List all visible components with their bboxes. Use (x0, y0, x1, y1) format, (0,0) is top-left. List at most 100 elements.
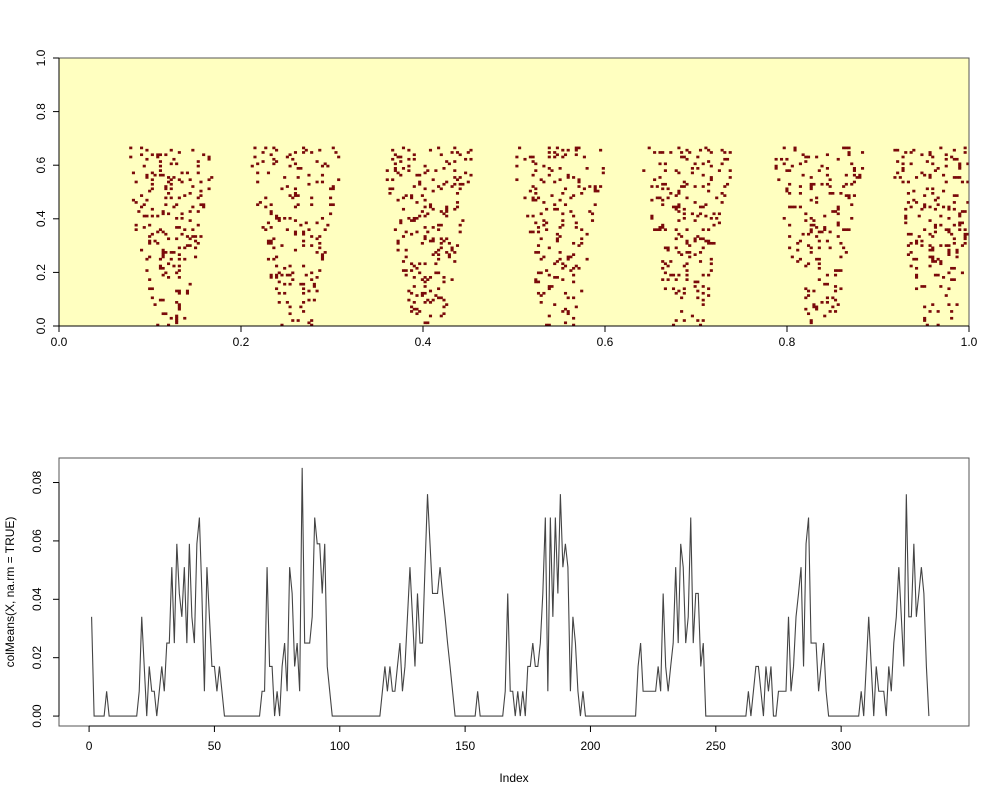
heatmap-cell (169, 187, 173, 191)
heatmap-cell (914, 287, 919, 291)
heatmap-cell (947, 228, 951, 232)
heatmap-cell (823, 314, 827, 318)
heatmap-cell (161, 248, 165, 252)
heatmap-cell (931, 192, 935, 195)
heatmap-cell (418, 271, 422, 275)
heatmap-cell (833, 269, 838, 272)
heatmap-cell (401, 196, 406, 200)
heatmap-cell (936, 196, 940, 200)
heatmap-cell (431, 207, 435, 211)
heatmap-cell (682, 264, 686, 268)
heatmap-cell (153, 239, 157, 243)
heatmap-cell (928, 151, 932, 154)
heatmap-cell (599, 185, 603, 188)
heatmap-cell (296, 167, 300, 170)
heatmap-cell (307, 289, 311, 293)
heatmap-cell (169, 162, 173, 166)
heatmap-cell (847, 194, 851, 197)
heatmap-cell (331, 187, 335, 191)
heatmap-cell (572, 241, 576, 245)
heatmap-cell (572, 214, 576, 218)
heatmap-cell (285, 155, 289, 159)
heatmap-cell (820, 182, 824, 186)
heatmap-cell (952, 266, 956, 270)
heatmap-cell (666, 196, 670, 200)
heatmap-cell (553, 303, 557, 306)
heatmap-cell (536, 291, 541, 295)
heatmap-cell (404, 269, 408, 272)
heatmap-cell (256, 171, 260, 175)
heatmap-cell (844, 251, 848, 254)
heatmap-cell (207, 178, 211, 182)
heatmap-cell (655, 228, 659, 232)
heatmap-cell (674, 207, 678, 211)
heatmap-cell (720, 201, 724, 204)
heatmap-cell (288, 305, 292, 309)
heatmap-cell (696, 296, 700, 300)
x-axis-title: Index (499, 771, 528, 785)
heatmap-cell (558, 257, 562, 261)
heatmap-x-tick-label: 0.6 (597, 335, 614, 349)
heatmap-cell (701, 291, 705, 295)
heatmap-cell (901, 180, 905, 184)
heatmap-cell (677, 171, 681, 175)
heatmap-cell (150, 171, 154, 175)
heatmap-cell (180, 212, 184, 216)
heatmap-cell (150, 182, 154, 186)
heatmap-cell (580, 289, 584, 293)
heatmap-cell (183, 194, 187, 197)
heatmap-cell (404, 194, 408, 197)
heatmap-cell (388, 187, 392, 191)
heatmap-cell (415, 230, 419, 234)
heatmap-cell (682, 180, 686, 184)
heatmap-cell (952, 194, 956, 197)
heatmap-cell (682, 155, 686, 159)
heatmap-cell (196, 160, 200, 163)
heatmap-cell (534, 169, 538, 172)
heatmap-cell (701, 303, 705, 306)
heatmap-cell (817, 246, 821, 250)
heatmap-cell (161, 312, 165, 316)
heatmap-cell (412, 301, 416, 304)
heatmap-cell (407, 289, 411, 293)
heatmap-cell (682, 212, 686, 216)
heatmap-cell (291, 196, 295, 200)
heatmap-cell (782, 216, 786, 220)
heatmap-cell (418, 182, 422, 186)
heatmap-cell (518, 146, 522, 150)
heatmap-cell (909, 232, 913, 236)
heatmap-cell (566, 173, 570, 177)
heatmap-cell (809, 321, 813, 325)
heatmap-cell (588, 210, 592, 213)
heatmap-cell (680, 151, 684, 154)
heatmap-cell (391, 157, 395, 161)
heatmap-cell (545, 323, 549, 327)
heatmap-cell (391, 148, 395, 152)
heatmap-cell (145, 148, 149, 152)
heatmap-cell (842, 185, 846, 188)
heatmap-cell (307, 182, 311, 186)
heatmap-cell (674, 228, 678, 232)
heatmap-cell (701, 298, 705, 302)
heatmap-cell (407, 169, 411, 172)
heatmap-cell (955, 251, 959, 254)
heatmap-cell (906, 244, 910, 247)
heatmap-cell (561, 262, 565, 266)
heatmap-cell (952, 278, 956, 281)
heatmap-cell (275, 276, 279, 279)
heatmap-cell (952, 157, 956, 161)
heatmap-cell (428, 205, 433, 209)
heatmap-cell (663, 228, 667, 232)
heatmap-cell (693, 239, 697, 243)
heatmap-cell (131, 171, 136, 175)
heatmap-cell (847, 228, 851, 232)
heatmap-cell (329, 203, 333, 207)
heatmap-cell (931, 257, 935, 261)
heatmap-cell (164, 187, 168, 191)
heatmap-cell (196, 171, 200, 175)
heatmap-cell (275, 255, 279, 259)
heatmap-cell (677, 219, 681, 222)
heatmap-cell (542, 219, 546, 222)
heatmap-cell (437, 296, 441, 300)
heatmap-cell (285, 185, 289, 188)
